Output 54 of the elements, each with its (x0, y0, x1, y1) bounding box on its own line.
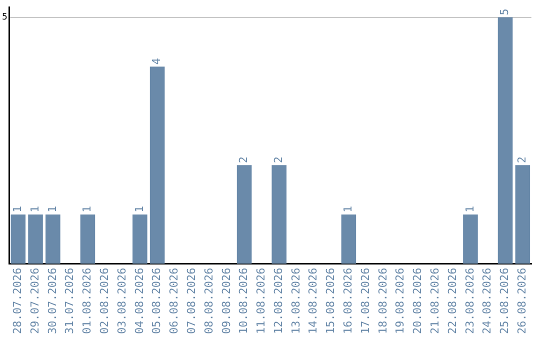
bar (515, 165, 530, 264)
bar (132, 214, 148, 264)
x-tick-label: 08.08.2026 (202, 268, 216, 334)
bar (498, 17, 513, 264)
x-tick-label: 14.08.2026 (306, 268, 320, 334)
data-label: 2 (516, 156, 529, 164)
bar (10, 214, 26, 264)
x-tick-label: 21.08.2026 (428, 268, 442, 334)
data-label: 1 (28, 206, 42, 212)
x-tick-label: 28.07.2026 (10, 268, 24, 334)
x-tick-label: 25.08.2026 (498, 268, 512, 334)
x-tick-label: 15.08.2026 (324, 268, 338, 334)
data-label: 1 (342, 206, 355, 212)
data-label: 1 (132, 206, 146, 212)
x-tick-label: 22.08.2026 (446, 268, 459, 334)
x-tick-label: 12.08.2026 (272, 268, 285, 334)
x-tick-label: 01.08.2026 (80, 268, 94, 334)
x-tick-label: 10.08.2026 (237, 268, 250, 334)
x-tick-label: 20.08.2026 (411, 268, 424, 334)
x-tick-label: 18.08.2026 (376, 268, 390, 334)
x-tick-label: 05.08.2026 (150, 268, 164, 334)
bar (28, 214, 43, 264)
x-tick-label: 31.07.2026 (63, 268, 76, 334)
x-tick-label: 07.08.2026 (184, 268, 198, 334)
bar (236, 165, 252, 264)
x-tick-label: 24.08.2026 (480, 268, 494, 334)
data-label: 4 (150, 58, 164, 65)
bar (80, 214, 96, 264)
x-tick-label: 11.08.2026 (254, 268, 268, 334)
x-tick-label: 03.08.2026 (115, 268, 128, 334)
x-tick-label: 06.08.2026 (168, 268, 181, 334)
x-tick-label: 23.08.2026 (463, 268, 476, 334)
data-label: 1 (463, 206, 476, 212)
data-label: 5 (498, 8, 512, 16)
x-tick-label: 09.08.2026 (220, 268, 233, 334)
data-label: 2 (237, 156, 250, 164)
bar (46, 214, 60, 264)
x-tick-label: 13.08.2026 (289, 268, 302, 334)
data-label: 2 (272, 156, 285, 164)
x-tick-label: 17.08.2026 (358, 268, 372, 334)
data-label: 1 (10, 206, 24, 212)
data-label: 1 (46, 206, 59, 212)
x-tick-label: 02.08.2026 (98, 268, 111, 334)
x-tick-label: 16.08.2026 (342, 268, 355, 334)
bar (150, 66, 165, 264)
x-tick-label: 04.08.2026 (132, 268, 146, 334)
x-tick-label: 29.07.2026 (28, 268, 42, 334)
bar (272, 165, 286, 264)
x-tick-label: 26.08.2026 (516, 268, 529, 334)
bar (463, 214, 478, 264)
bar (341, 214, 356, 264)
x-tick-label: 30.07.2026 (46, 268, 59, 334)
x-tick-label: 19.08.2026 (394, 268, 407, 334)
data-label: 1 (80, 206, 94, 212)
